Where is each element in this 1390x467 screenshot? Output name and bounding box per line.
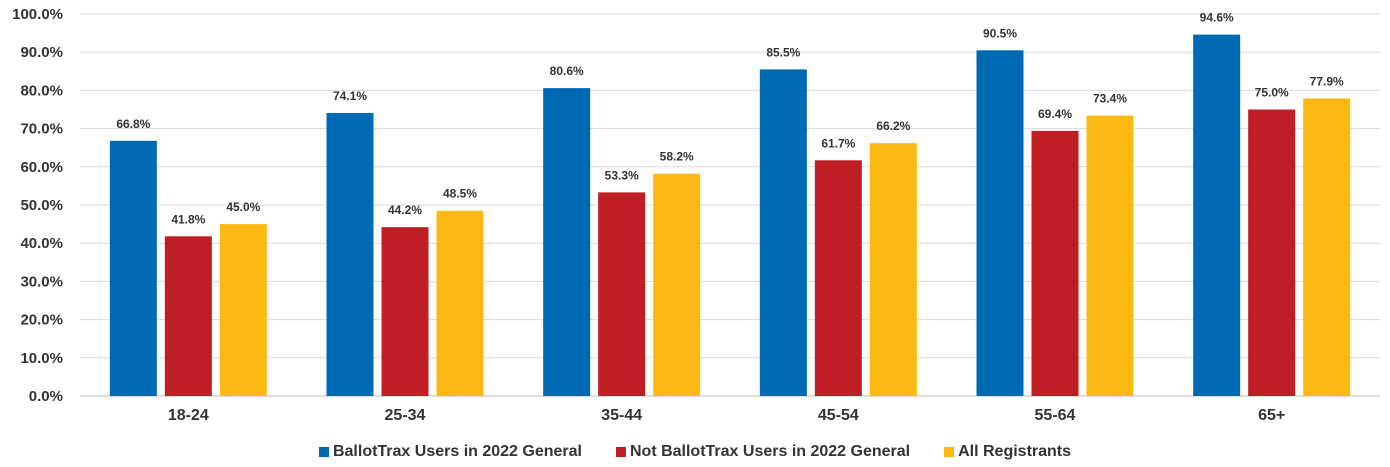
- x-tick-label: 18-24: [168, 407, 209, 424]
- x-tick-label: 65+: [1258, 407, 1285, 424]
- bar: [381, 227, 429, 396]
- data-label: 73.4%: [1093, 92, 1127, 106]
- legend-item-ballottrax-users: BallotTrax Users in 2022 General: [318, 443, 582, 461]
- bar: [759, 69, 807, 396]
- y-tick-label: 60.0%: [20, 159, 63, 176]
- y-tick-label: 100.0%: [12, 6, 63, 23]
- data-label: 61.7%: [821, 136, 855, 150]
- data-label: 75.0%: [1255, 86, 1289, 100]
- y-tick-label: 70.0%: [20, 121, 63, 138]
- bar: [1086, 115, 1134, 396]
- data-label: 94.6%: [1200, 11, 1234, 25]
- legend-label-ballottrax-users: BallotTrax Users in 2022 General: [332, 443, 582, 460]
- y-tick-label: 10.0%: [20, 350, 63, 367]
- data-label: 74.1%: [333, 89, 367, 103]
- y-tick-label: 20.0%: [20, 312, 63, 329]
- data-label: 58.2%: [660, 150, 694, 164]
- data-label: 41.8%: [171, 212, 205, 226]
- bar: [219, 224, 267, 396]
- y-tick-label: 50.0%: [20, 197, 63, 214]
- legend-swatch-ballottrax-users: [318, 447, 329, 457]
- legend-item-all-registrants: All Registrants: [944, 443, 1071, 461]
- bar: [1303, 98, 1351, 396]
- data-label: 69.4%: [1038, 107, 1072, 121]
- data-label: 44.2%: [388, 203, 422, 217]
- bar: [869, 143, 917, 396]
- bar: [1193, 34, 1241, 397]
- y-tick-label: 80.0%: [20, 82, 63, 99]
- bar: [598, 192, 646, 396]
- bar: [436, 210, 484, 396]
- data-label: 48.5%: [443, 187, 477, 201]
- bar-chart-svg: 0.0% 10.0% 20.0% 30.0% 40.0% 50.0% 60.0% 70.0% 8…: [12, 6, 1380, 424]
- x-tick-label: 35-44: [601, 407, 642, 424]
- x-tick-label: 55-64: [1035, 407, 1076, 424]
- bar: [164, 236, 212, 396]
- data-label: 66.8%: [116, 117, 150, 131]
- data-label: 45.0%: [226, 200, 260, 214]
- x-tick-label: 45-54: [818, 407, 859, 424]
- y-tick-label: 40.0%: [20, 235, 63, 252]
- data-label: 90.5%: [983, 26, 1017, 40]
- legend-label-not-ballottrax-users: Not BallotTrax Users in 2022 General: [629, 443, 911, 460]
- bar: [976, 50, 1024, 396]
- y-tick-label: 90.0%: [20, 44, 63, 61]
- legend-swatch-all-registrants: [944, 447, 955, 457]
- x-tick-label: 25-34: [385, 407, 426, 424]
- data-label: 66.2%: [876, 119, 910, 133]
- data-label: 53.3%: [605, 168, 639, 182]
- legend: BallotTrax Users in 2022 General Not Bal…: [0, 443, 1390, 461]
- bar: [653, 173, 701, 396]
- y-tick-label: 0.0%: [29, 388, 63, 405]
- legend-swatch-not-ballottrax-users: [615, 447, 626, 457]
- data-label: 85.5%: [766, 45, 800, 59]
- legend-label-all-registrants: All Registrants: [958, 443, 1072, 460]
- bar: [543, 88, 591, 396]
- bar: [1031, 130, 1079, 396]
- legend-item-not-ballottrax-users: Not BallotTrax Users in 2022 General: [615, 443, 911, 461]
- bar: [326, 112, 374, 397]
- bar: [814, 160, 862, 396]
- data-label: 77.9%: [1310, 74, 1344, 88]
- bar: [1248, 109, 1296, 396]
- y-tick-label: 30.0%: [20, 273, 63, 290]
- bar: [109, 140, 157, 396]
- data-label: 80.6%: [550, 64, 584, 78]
